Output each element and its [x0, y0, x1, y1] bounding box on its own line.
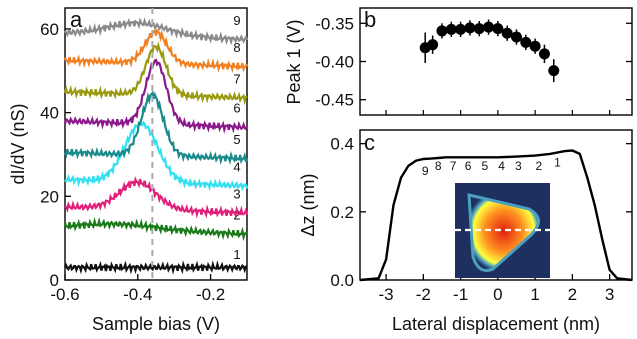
panel-c-point-label-9: 9 [422, 164, 429, 178]
panel-c-frame [359, 129, 633, 281]
spectrum-label-3: 3 [233, 186, 240, 201]
spectrum-label-5: 5 [233, 132, 240, 147]
panel-c-xtick-label: -2 [416, 285, 431, 304]
panel-a-ylabel: dI/dV (nS) [8, 103, 28, 184]
spectrum-label-4: 4 [233, 159, 240, 174]
panel-b: -0.35 -0.40 -0.45 b Peak 1 (V) [284, 7, 633, 116]
panel-a-xtick-label: -0.2 [196, 285, 225, 304]
panel-c-ytick-label: 0.4 [330, 135, 354, 154]
panel-c-ytick-label: 0.0 [330, 271, 354, 290]
inset-molecule [467, 193, 540, 272]
panel-b-point [427, 39, 439, 51]
spectrum-label-1: 1 [233, 247, 240, 262]
panel-a-ytick-label: 60 [40, 20, 59, 39]
spectrum-curve-8 [63, 27, 248, 73]
spectrum-label-8: 8 [233, 40, 240, 55]
panel-b-point [464, 22, 476, 34]
panel-b-point [492, 23, 504, 35]
spectrum-curve-7 [63, 41, 247, 106]
panel-c-point-label-5: 5 [481, 159, 488, 173]
spectrum-curve-5 [63, 90, 249, 166]
panel-b-point [436, 25, 448, 37]
panel-b-point [538, 48, 550, 60]
panel-b-point [473, 23, 485, 35]
panel-c-label: c [364, 130, 375, 155]
panel-c-point-label-7: 7 [450, 159, 457, 173]
panel-a-ytick-label: 0 [50, 271, 59, 290]
panel-b-ticks: -0.35 -0.40 -0.45 [315, 14, 632, 115]
spectrum-curve-4 [64, 120, 249, 192]
panel-b-ytick-label: -0.45 [315, 91, 354, 110]
panel-b-ytick-label: -0.40 [315, 53, 354, 72]
panel-b-point [501, 27, 513, 39]
panel-b-point [510, 31, 522, 43]
panel-c-point-label-2: 2 [536, 159, 543, 173]
spectrum-label-9: 9 [233, 13, 240, 28]
panel-a-xtick-label: -0.6 [50, 285, 79, 304]
panel-a-xlabel: Sample bias (V) [92, 314, 220, 334]
panel-a-ticks: -0.6 -0.4 -0.2 0 20 40 60 [40, 20, 225, 304]
spectrum-curve-6 [63, 58, 248, 134]
spectrum-curve-9 [64, 17, 249, 46]
panel-c-inset-heatmap [455, 183, 550, 278]
panel-b-ytick-label: -0.35 [315, 14, 354, 33]
panel-c-point-label-4: 4 [498, 159, 505, 173]
panel-b-point [520, 36, 532, 48]
spectrum-curve-2 [63, 216, 248, 242]
panel-c-point-label-8: 8 [435, 159, 442, 173]
spectrum-curve-1 [64, 260, 248, 275]
panel-c-xtick-label: -3 [379, 285, 394, 304]
panel-b-point [445, 23, 457, 35]
panel-c-point-label-1: 1 [554, 155, 561, 169]
panel-b-ylabel: Peak 1 (V) [284, 19, 304, 104]
panel-a: 1 2 3 4 5 6 7 8 9 -0.6 -0.4 -0.2 0 20 40 60 a Sample b… [8, 7, 249, 334]
panel-c-xtick-label: 2 [568, 285, 577, 304]
panel-c-xtick-label: 3 [605, 285, 614, 304]
panel-b-point [529, 40, 541, 52]
panel-c-xtick-label: 0 [493, 285, 502, 304]
panel-c-xtick-label: 1 [530, 285, 539, 304]
spectrum-label-2: 2 [233, 207, 240, 222]
spectrum-label-6: 6 [233, 101, 240, 116]
panel-a-ytick-label: 40 [40, 104, 59, 123]
panel-c-xtick-label: -1 [453, 285, 468, 304]
panel-c-xlabel: Lateral displacement (nm) [392, 314, 600, 334]
panel-c-point-label-3: 3 [515, 159, 522, 173]
panel-c-point-label-6: 6 [465, 159, 472, 173]
panel-a-xtick-label: -0.4 [123, 285, 152, 304]
panel-b-point [483, 21, 495, 33]
panel-b-point [455, 23, 467, 35]
spectrum-curve-3 [64, 176, 249, 219]
panel-a-curves: 1 2 3 4 5 6 7 8 9 [63, 13, 249, 275]
panel-a-frame [64, 7, 248, 281]
panel-a-ytick-label: 20 [40, 187, 59, 206]
spectrum-label-7: 7 [233, 71, 240, 86]
panel-b-label: b [364, 7, 376, 32]
panel-b-points [419, 19, 560, 83]
panel-b-point [548, 65, 560, 77]
panel-a-label: a [70, 7, 83, 32]
panel-c-ylabel: Δz (nm) [298, 173, 318, 236]
panel-c-height-profile [359, 149, 633, 282]
panel-c-ytick-label: 0.2 [330, 203, 354, 222]
